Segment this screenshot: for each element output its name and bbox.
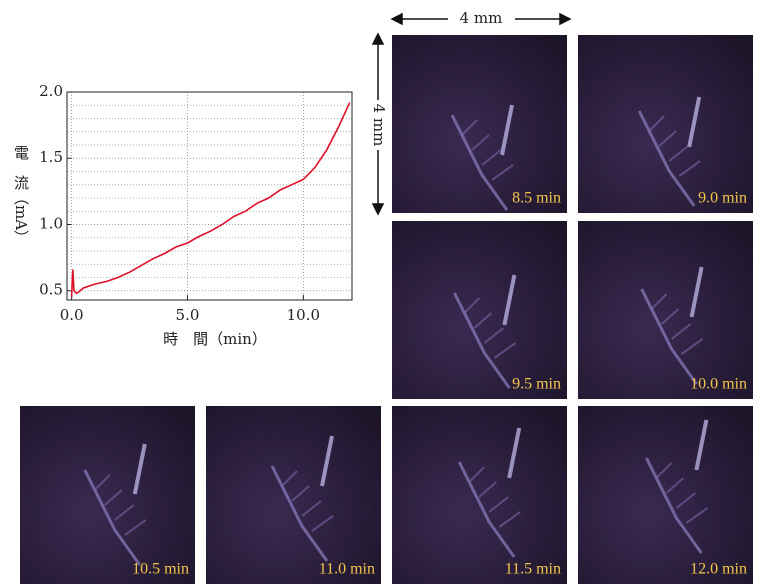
branch bbox=[685, 507, 708, 524]
branch bbox=[665, 477, 685, 494]
branch bbox=[478, 481, 497, 498]
dendrite-tip bbox=[507, 427, 522, 479]
y-tick-label: 1.0 bbox=[39, 214, 63, 232]
branch bbox=[681, 338, 704, 355]
dendrite-tip bbox=[687, 96, 702, 148]
branch bbox=[668, 145, 689, 162]
y-tick-label: 1.5 bbox=[39, 148, 63, 166]
branch bbox=[301, 500, 322, 517]
x-tick-label: 5.0 bbox=[176, 306, 200, 324]
panel-label: 11.0 min bbox=[319, 561, 375, 578]
dendrite-tip bbox=[132, 443, 147, 495]
plot-frame bbox=[66, 91, 353, 301]
plot: 0.5 1.0 1.5 2.0 0.0 5.0 10.0 bbox=[39, 82, 353, 324]
branch bbox=[114, 504, 135, 521]
branch bbox=[498, 511, 521, 528]
branch bbox=[124, 519, 147, 536]
panel-label: 11.5 min bbox=[505, 561, 561, 578]
branch bbox=[94, 474, 111, 491]
line bbox=[70, 102, 351, 298]
branch bbox=[291, 485, 310, 502]
panel-image bbox=[578, 35, 753, 213]
branch bbox=[491, 164, 514, 181]
panel-label: 9.0 min bbox=[698, 190, 747, 207]
x-axis-label: 時 間（min） bbox=[163, 330, 267, 348]
panel-label: 10.0 min bbox=[690, 376, 747, 393]
branch bbox=[670, 323, 692, 340]
branch bbox=[473, 312, 493, 329]
plot-area bbox=[67, 92, 352, 300]
branch bbox=[481, 149, 502, 166]
panel-image bbox=[20, 406, 195, 584]
branch bbox=[675, 492, 697, 509]
y-tick-label: 2.0 bbox=[39, 82, 63, 100]
scale-arrows bbox=[371, 12, 572, 216]
panel-label: 9.5 min bbox=[512, 376, 561, 393]
branch bbox=[650, 293, 668, 310]
dendrite-tip bbox=[689, 266, 704, 318]
branch bbox=[678, 160, 701, 177]
branch bbox=[648, 115, 665, 132]
panel-label: 12.0 min bbox=[690, 561, 747, 578]
dendrite-tip bbox=[500, 104, 514, 156]
scale-label: 4 mm bbox=[370, 104, 388, 147]
y-axis-label: 電 流（mA） bbox=[12, 145, 30, 245]
branch bbox=[488, 496, 509, 513]
panel-image bbox=[578, 221, 753, 399]
branch bbox=[658, 130, 677, 147]
dendrite-tip bbox=[320, 435, 334, 487]
dendrite-tip bbox=[694, 419, 709, 471]
panel-image bbox=[392, 406, 567, 584]
branch bbox=[471, 134, 490, 151]
panel-label: 10.5 min bbox=[132, 561, 189, 578]
branch bbox=[468, 466, 485, 483]
panel-image bbox=[392, 221, 567, 399]
panel-image bbox=[392, 35, 567, 213]
branch bbox=[281, 470, 298, 487]
branch bbox=[660, 308, 680, 325]
panel-image bbox=[206, 406, 381, 584]
branch bbox=[461, 119, 478, 136]
branch bbox=[483, 327, 505, 344]
dendrite-tip bbox=[502, 274, 517, 326]
branch bbox=[104, 489, 123, 506]
y-tick-label: 0.5 bbox=[39, 281, 63, 299]
branch bbox=[493, 342, 516, 359]
panel-label: 8.5 min bbox=[512, 190, 561, 207]
branch bbox=[463, 297, 481, 314]
x-tick-label: 10.0 bbox=[287, 306, 320, 324]
scale-label: 4 mm bbox=[460, 9, 503, 27]
branch bbox=[655, 462, 673, 479]
x-tick-label: 0.0 bbox=[60, 306, 84, 324]
panels: 8.5 min 9.0 min 9.5 min 10.0 min 10.5 min 11.… bbox=[20, 35, 753, 584]
branch bbox=[311, 515, 334, 532]
